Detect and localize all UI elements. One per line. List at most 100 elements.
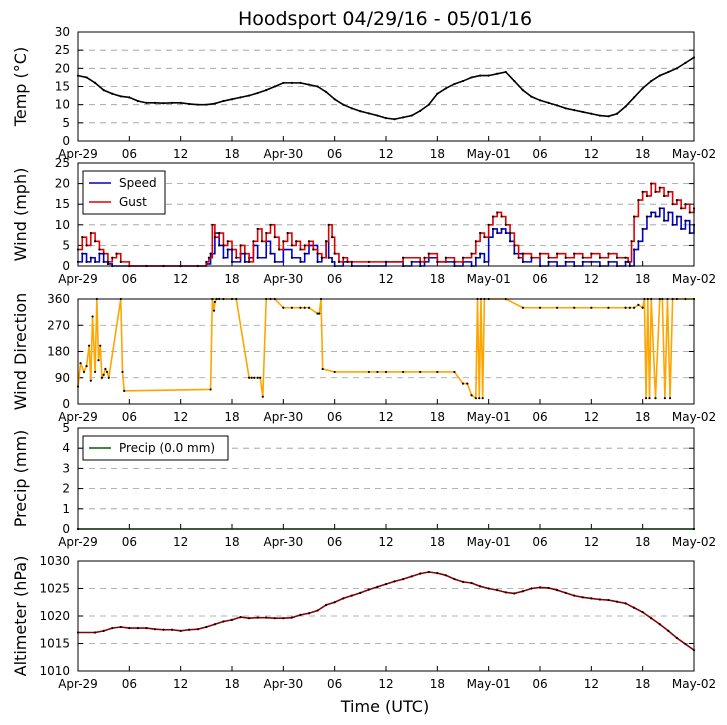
legend-label: Gust bbox=[119, 195, 147, 209]
y-tick-label: 10 bbox=[55, 98, 70, 112]
data-point bbox=[436, 260, 439, 263]
data-point bbox=[487, 223, 490, 226]
data-point bbox=[564, 591, 567, 595]
panel-temp: 0 5 10 15 20 25 30 Apr-29 06 12 18 Apr-30 06 12 18 May-… bbox=[11, 25, 716, 161]
data-point bbox=[384, 117, 388, 120]
data-point bbox=[325, 240, 328, 243]
data-point bbox=[478, 397, 481, 400]
data-point bbox=[307, 612, 311, 615]
data-point bbox=[624, 602, 627, 605]
data-point bbox=[654, 397, 657, 400]
x-tick-label: Apr-29 bbox=[58, 677, 98, 691]
data-point bbox=[453, 578, 456, 581]
x-tick-label: 12 bbox=[584, 272, 599, 286]
data-point bbox=[316, 85, 319, 88]
data-point bbox=[662, 194, 666, 198]
data-point bbox=[243, 252, 246, 255]
x-tick-label: 18 bbox=[635, 272, 650, 286]
data-point bbox=[607, 252, 610, 255]
data-point bbox=[650, 182, 653, 185]
x-tick-label: 18 bbox=[224, 272, 239, 286]
data-point bbox=[350, 594, 353, 597]
x-tick-label: May-02 bbox=[672, 410, 716, 424]
x-tick-label: May-01 bbox=[467, 410, 511, 424]
data-point bbox=[633, 306, 636, 309]
x-tick-label: 06 bbox=[327, 410, 342, 424]
data-point bbox=[209, 388, 212, 391]
x-tick-label: 06 bbox=[532, 147, 547, 161]
x-tick-label: 18 bbox=[635, 677, 650, 691]
y-tick-label: 10 bbox=[55, 218, 70, 232]
plot-frame bbox=[77, 298, 695, 405]
x-tick-label: Apr-29 bbox=[58, 147, 98, 161]
data-point bbox=[513, 79, 516, 83]
x-tick-label: 18 bbox=[224, 535, 239, 549]
data-point bbox=[547, 260, 550, 263]
data-point bbox=[496, 589, 499, 592]
data-point bbox=[91, 315, 94, 318]
data-point bbox=[325, 603, 328, 607]
data-point bbox=[645, 215, 649, 218]
y-axis-label-dir: Wind Direction bbox=[11, 293, 30, 411]
data-point bbox=[230, 260, 234, 263]
data-point bbox=[573, 252, 576, 255]
data-point bbox=[226, 248, 229, 251]
data-point bbox=[615, 256, 619, 259]
plot-frame bbox=[77, 162, 695, 267]
data-point bbox=[162, 628, 165, 631]
data-point bbox=[250, 376, 253, 379]
y-axis-label-alt: Altimeter (hPa) bbox=[11, 556, 30, 677]
data-point bbox=[466, 382, 469, 385]
data-point bbox=[248, 376, 251, 379]
x-tick-label: 12 bbox=[173, 410, 188, 424]
data-point bbox=[243, 260, 246, 263]
x-tick-label: 18 bbox=[430, 535, 445, 549]
y-tick-label: 25 bbox=[55, 43, 70, 57]
data-point bbox=[662, 219, 666, 222]
data-point bbox=[256, 227, 259, 231]
data-point bbox=[205, 625, 208, 629]
data-point bbox=[675, 67, 678, 70]
data-point bbox=[286, 231, 289, 235]
data-point bbox=[684, 642, 687, 646]
x-tick-label: Apr-30 bbox=[264, 410, 304, 424]
x-tick-label: 12 bbox=[584, 410, 599, 424]
data-point bbox=[316, 252, 319, 255]
x-tick-label: 18 bbox=[430, 147, 445, 161]
x-tick-label: May-02 bbox=[672, 535, 716, 549]
data-point bbox=[504, 70, 507, 74]
data-point bbox=[444, 574, 447, 577]
y-tick-label: 5 bbox=[62, 116, 70, 130]
data-point bbox=[102, 252, 105, 255]
data-point bbox=[637, 198, 640, 202]
data-point bbox=[637, 240, 640, 243]
y-tick-label: 30 bbox=[55, 25, 70, 39]
x-tick-label: 12 bbox=[584, 535, 599, 549]
data-point bbox=[644, 397, 648, 400]
x-tick-label: 18 bbox=[430, 272, 445, 286]
data-point bbox=[256, 376, 259, 379]
data-point bbox=[209, 252, 212, 255]
x-tick-label: 06 bbox=[327, 535, 342, 549]
data-point bbox=[205, 103, 208, 106]
data-point bbox=[564, 260, 567, 263]
data-point bbox=[671, 223, 674, 226]
y-tick-label: 0 bbox=[62, 259, 70, 273]
data-point bbox=[136, 627, 139, 630]
data-point bbox=[410, 575, 413, 578]
data-point bbox=[128, 627, 131, 630]
data-point bbox=[590, 252, 593, 255]
data-point bbox=[470, 394, 473, 397]
data-point bbox=[688, 231, 691, 235]
data-point bbox=[100, 376, 104, 379]
data-point bbox=[342, 103, 345, 106]
data-point bbox=[89, 256, 92, 259]
x-tick-label: 12 bbox=[378, 677, 393, 691]
data-point bbox=[598, 598, 601, 601]
data-point bbox=[521, 306, 524, 309]
data-point bbox=[98, 252, 101, 255]
data-point bbox=[564, 256, 567, 259]
data-point bbox=[573, 109, 576, 112]
data-point bbox=[256, 616, 259, 619]
